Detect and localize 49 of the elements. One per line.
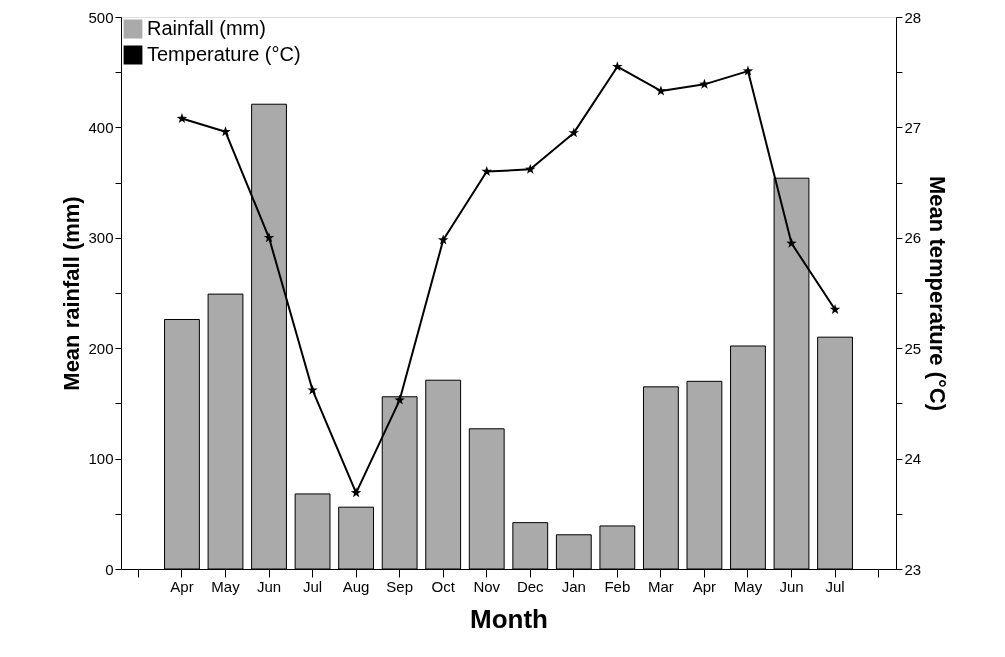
y2-tick-label: 24 [904, 450, 922, 468]
y-tick-label: 500 [88, 8, 114, 26]
point [699, 78, 710, 89]
x-tick-label: May [211, 577, 241, 595]
point [307, 384, 318, 395]
point [612, 61, 623, 72]
y-tick-label: 400 [88, 118, 114, 136]
y-tick-label: 100 [88, 450, 114, 468]
x-tick-label: Jun [779, 577, 804, 595]
y2-tick-label: 28 [904, 8, 922, 26]
y-axis-title: Mean rainfall (mm) [59, 196, 85, 391]
x-tick-label: Jun [256, 577, 282, 595]
point [176, 113, 188, 123]
point [786, 237, 797, 248]
x-tick-label: Jan [561, 577, 586, 595]
x-tick-label: Nov [473, 577, 501, 595]
y-tick-label: 200 [88, 339, 114, 357]
x-tick-label: May [733, 577, 763, 595]
y2-tick-label: 26 [904, 229, 922, 247]
x-tick-label: Apr [692, 577, 717, 595]
point [394, 394, 405, 405]
point [220, 126, 231, 137]
x-tick-label: Oct [431, 577, 456, 595]
x-axis-title: Month [470, 603, 548, 634]
x-tick-label: Jul [302, 577, 323, 595]
y-tick-label: 300 [88, 229, 114, 247]
point [568, 127, 580, 138]
point [437, 234, 449, 245]
point [350, 487, 362, 498]
legend-label: Temperature (°C) [147, 43, 301, 65]
point [481, 166, 492, 176]
point [655, 85, 667, 96]
x-tick-label: Apr [170, 577, 194, 595]
legend-label: Rainfall (mm) [147, 17, 266, 39]
point [742, 65, 754, 76]
x-tick-label: Jul [825, 577, 845, 595]
y2-axis-title: Mean temperature (°C) [925, 176, 951, 411]
x-tick-label: Sep [386, 577, 413, 595]
y2-tick-label: 27 [904, 118, 922, 136]
point [263, 232, 275, 243]
x-tick-label: Feb [604, 577, 631, 595]
y2-tick-label: 25 [904, 339, 922, 357]
point [525, 163, 536, 174]
x-tick-label: Aug [342, 577, 370, 595]
point [829, 304, 841, 314]
x-tick-label: Dec [516, 577, 545, 595]
x-tick-label: Mar [647, 577, 674, 595]
y2-tick-label: 23 [904, 560, 922, 578]
y-tick-label: 0 [105, 560, 114, 578]
